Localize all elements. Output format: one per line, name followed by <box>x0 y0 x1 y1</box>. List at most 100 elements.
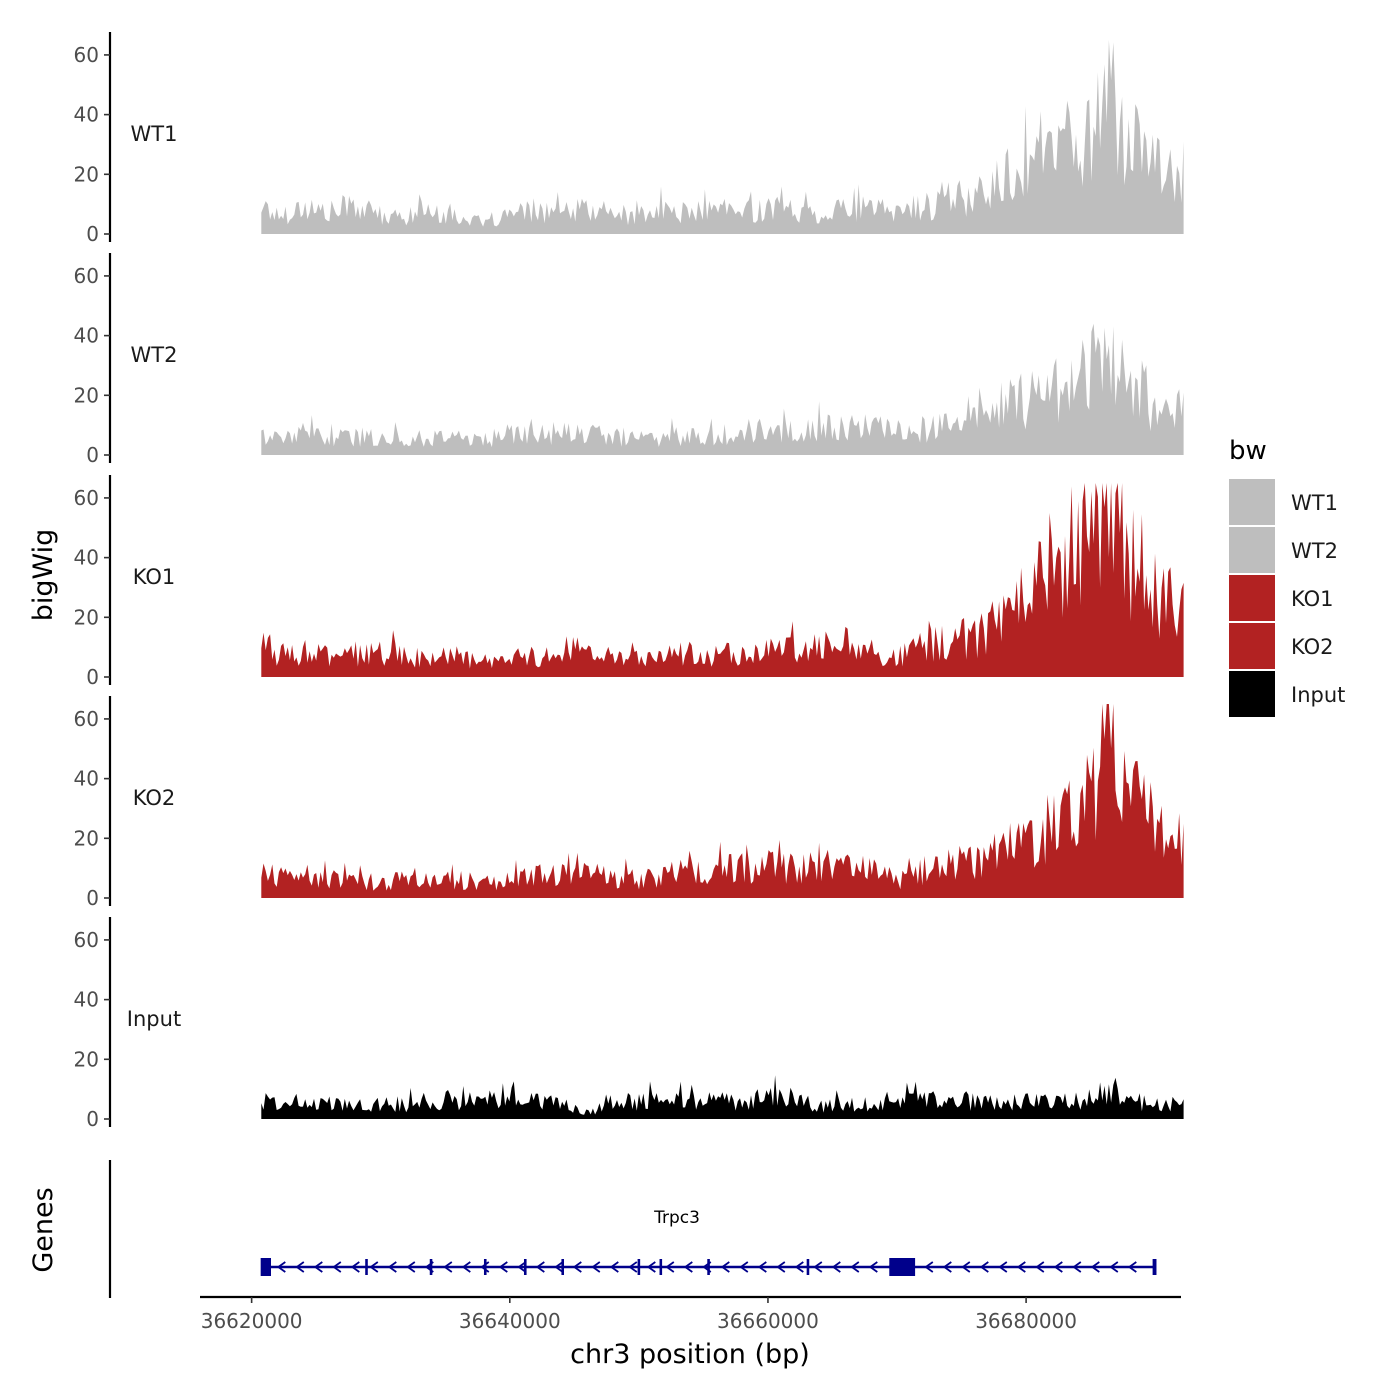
gene-name-label: Trpc3 <box>653 1208 700 1228</box>
x-tick-label: 36660000 <box>717 1309 819 1333</box>
strand-arrow-icon <box>387 1261 397 1273</box>
strand-arrow-icon <box>535 1261 545 1273</box>
x-tick-label: 36680000 <box>975 1309 1077 1333</box>
strand-arrow-icon <box>942 1261 952 1273</box>
legend-key-wt1 <box>1229 479 1275 525</box>
x-axis-title: chr3 position (bp) <box>570 1339 810 1370</box>
strand-arrow-icon <box>776 1261 786 1273</box>
track-label-wt2: WT2 <box>131 343 178 367</box>
gene-exon <box>429 1259 433 1275</box>
gene-exon <box>483 1259 487 1275</box>
genes-track <box>108 1160 1157 1298</box>
gene-exon <box>659 1259 663 1275</box>
gene-exon <box>707 1259 710 1275</box>
x-tick-label: 36620000 <box>201 1309 303 1333</box>
track-label-ko1: KO1 <box>133 565 176 589</box>
strand-arrow-icon <box>794 1261 804 1273</box>
y-axis-title: bigWig <box>28 529 59 622</box>
y-tick-label: 40 <box>74 546 99 570</box>
strand-arrow-icon <box>813 1261 823 1273</box>
strand-arrow-icon <box>924 1261 934 1273</box>
strand-arrow-icon <box>1053 1261 1063 1273</box>
gene-exon <box>523 1259 527 1275</box>
strand-arrow-icon <box>646 1261 656 1273</box>
y-tick-label: 0 <box>86 665 99 689</box>
y-tick-label: 60 <box>74 264 99 288</box>
strand-arrow-icon <box>979 1261 989 1273</box>
track-input: 0 20 40 60 Input <box>74 917 1184 1131</box>
gene-exon <box>260 1258 271 1276</box>
strand-arrow-icon <box>665 1261 675 1273</box>
legend-key-ko2 <box>1229 623 1275 669</box>
strand-arrow-icon <box>998 1261 1008 1273</box>
strand-arrow-icon <box>295 1261 305 1273</box>
gene-exon <box>1152 1259 1157 1275</box>
legend-key-input <box>1229 671 1275 717</box>
y-tick-label: 60 <box>74 928 99 952</box>
legend-label-input: Input <box>1291 683 1345 707</box>
strand-arrow-icon <box>498 1261 508 1273</box>
strand-arrow-icon <box>609 1261 619 1273</box>
strand-arrow-icon <box>332 1261 342 1273</box>
gene-exon <box>365 1259 368 1275</box>
strand-arrow-icon <box>554 1261 564 1273</box>
strand-arrow-icon <box>1127 1261 1137 1273</box>
legend-key-ko1 <box>1229 575 1275 621</box>
y-tick-label: 60 <box>74 707 99 731</box>
y-tick-label: 20 <box>74 826 99 850</box>
gene-exon <box>806 1259 810 1275</box>
y-tick-label: 0 <box>86 222 99 246</box>
strand-arrow-icon <box>868 1261 878 1273</box>
strand-arrow-icon <box>572 1261 582 1273</box>
y-tick-label: 0 <box>86 443 99 467</box>
legend-label-wt2: WT2 <box>1291 539 1338 563</box>
strand-arrow-icon <box>406 1261 416 1273</box>
strand-arrow-icon <box>739 1261 749 1273</box>
strand-arrow-icon <box>591 1261 601 1273</box>
y-tick-label: 60 <box>74 486 99 510</box>
genes-track-title: Genes <box>28 1187 59 1272</box>
strand-arrow-icon <box>517 1261 527 1273</box>
strand-arrow-icon <box>313 1261 323 1273</box>
legend-title: bw <box>1229 436 1267 466</box>
strand-arrow-icon <box>1072 1261 1082 1273</box>
x-axis: 36620000 36640000 36660000 36680000 <box>200 1295 1181 1333</box>
strand-arrow-icon <box>961 1261 971 1273</box>
gene-exon <box>889 1258 916 1276</box>
coverage-area-input <box>261 1075 1184 1119</box>
y-tick-label: 20 <box>74 1047 99 1071</box>
y-tick-label: 0 <box>86 886 99 910</box>
track-ko1: 0 20 40 60 KO1 <box>74 475 1184 689</box>
coverage-area-wt2 <box>261 323 1184 455</box>
strand-arrow-icon <box>369 1261 379 1273</box>
y-tick-label: 60 <box>74 43 99 67</box>
y-tick-label: 40 <box>74 324 99 348</box>
legend-key-wt2 <box>1229 527 1275 573</box>
coverage-area-wt1 <box>261 40 1184 234</box>
y-tick-label: 20 <box>74 162 99 186</box>
track-label-ko2: KO2 <box>133 786 176 810</box>
strand-arrow-icon <box>1090 1261 1100 1273</box>
strand-arrow-icon <box>350 1261 360 1273</box>
y-tick-label: 20 <box>74 605 99 629</box>
legend-label-ko2: KO2 <box>1291 635 1334 659</box>
y-tick-label: 40 <box>74 103 99 127</box>
track-wt1: 0 20 40 60 WT1 <box>74 32 1184 246</box>
y-tick-label: 40 <box>74 767 99 791</box>
coverage-area-ko1 <box>261 483 1184 677</box>
y-tick-label: 0 <box>86 1107 99 1131</box>
strand-arrow-icon <box>443 1261 453 1273</box>
coverage-area-ko2 <box>261 704 1184 898</box>
strand-arrow-icon <box>1109 1261 1119 1273</box>
signal-tracks: 0 20 40 60 WT1 0 20 40 60 WT2 0 20 40 60 KO1 0 20 40 60 KO2… <box>74 32 1184 1131</box>
legend-label-ko1: KO1 <box>1291 587 1334 611</box>
strand-arrow-icon <box>1016 1261 1026 1273</box>
strand-arrow-icon <box>757 1261 767 1273</box>
strand-arrow-icon <box>683 1261 693 1273</box>
strand-arrow-icon <box>831 1261 841 1273</box>
track-wt2: 0 20 40 60 WT2 <box>74 253 1184 467</box>
x-tick-label: 36640000 <box>459 1309 561 1333</box>
track-ko2: 0 20 40 60 KO2 <box>74 696 1184 910</box>
legend-label-wt1: WT1 <box>1291 491 1338 515</box>
